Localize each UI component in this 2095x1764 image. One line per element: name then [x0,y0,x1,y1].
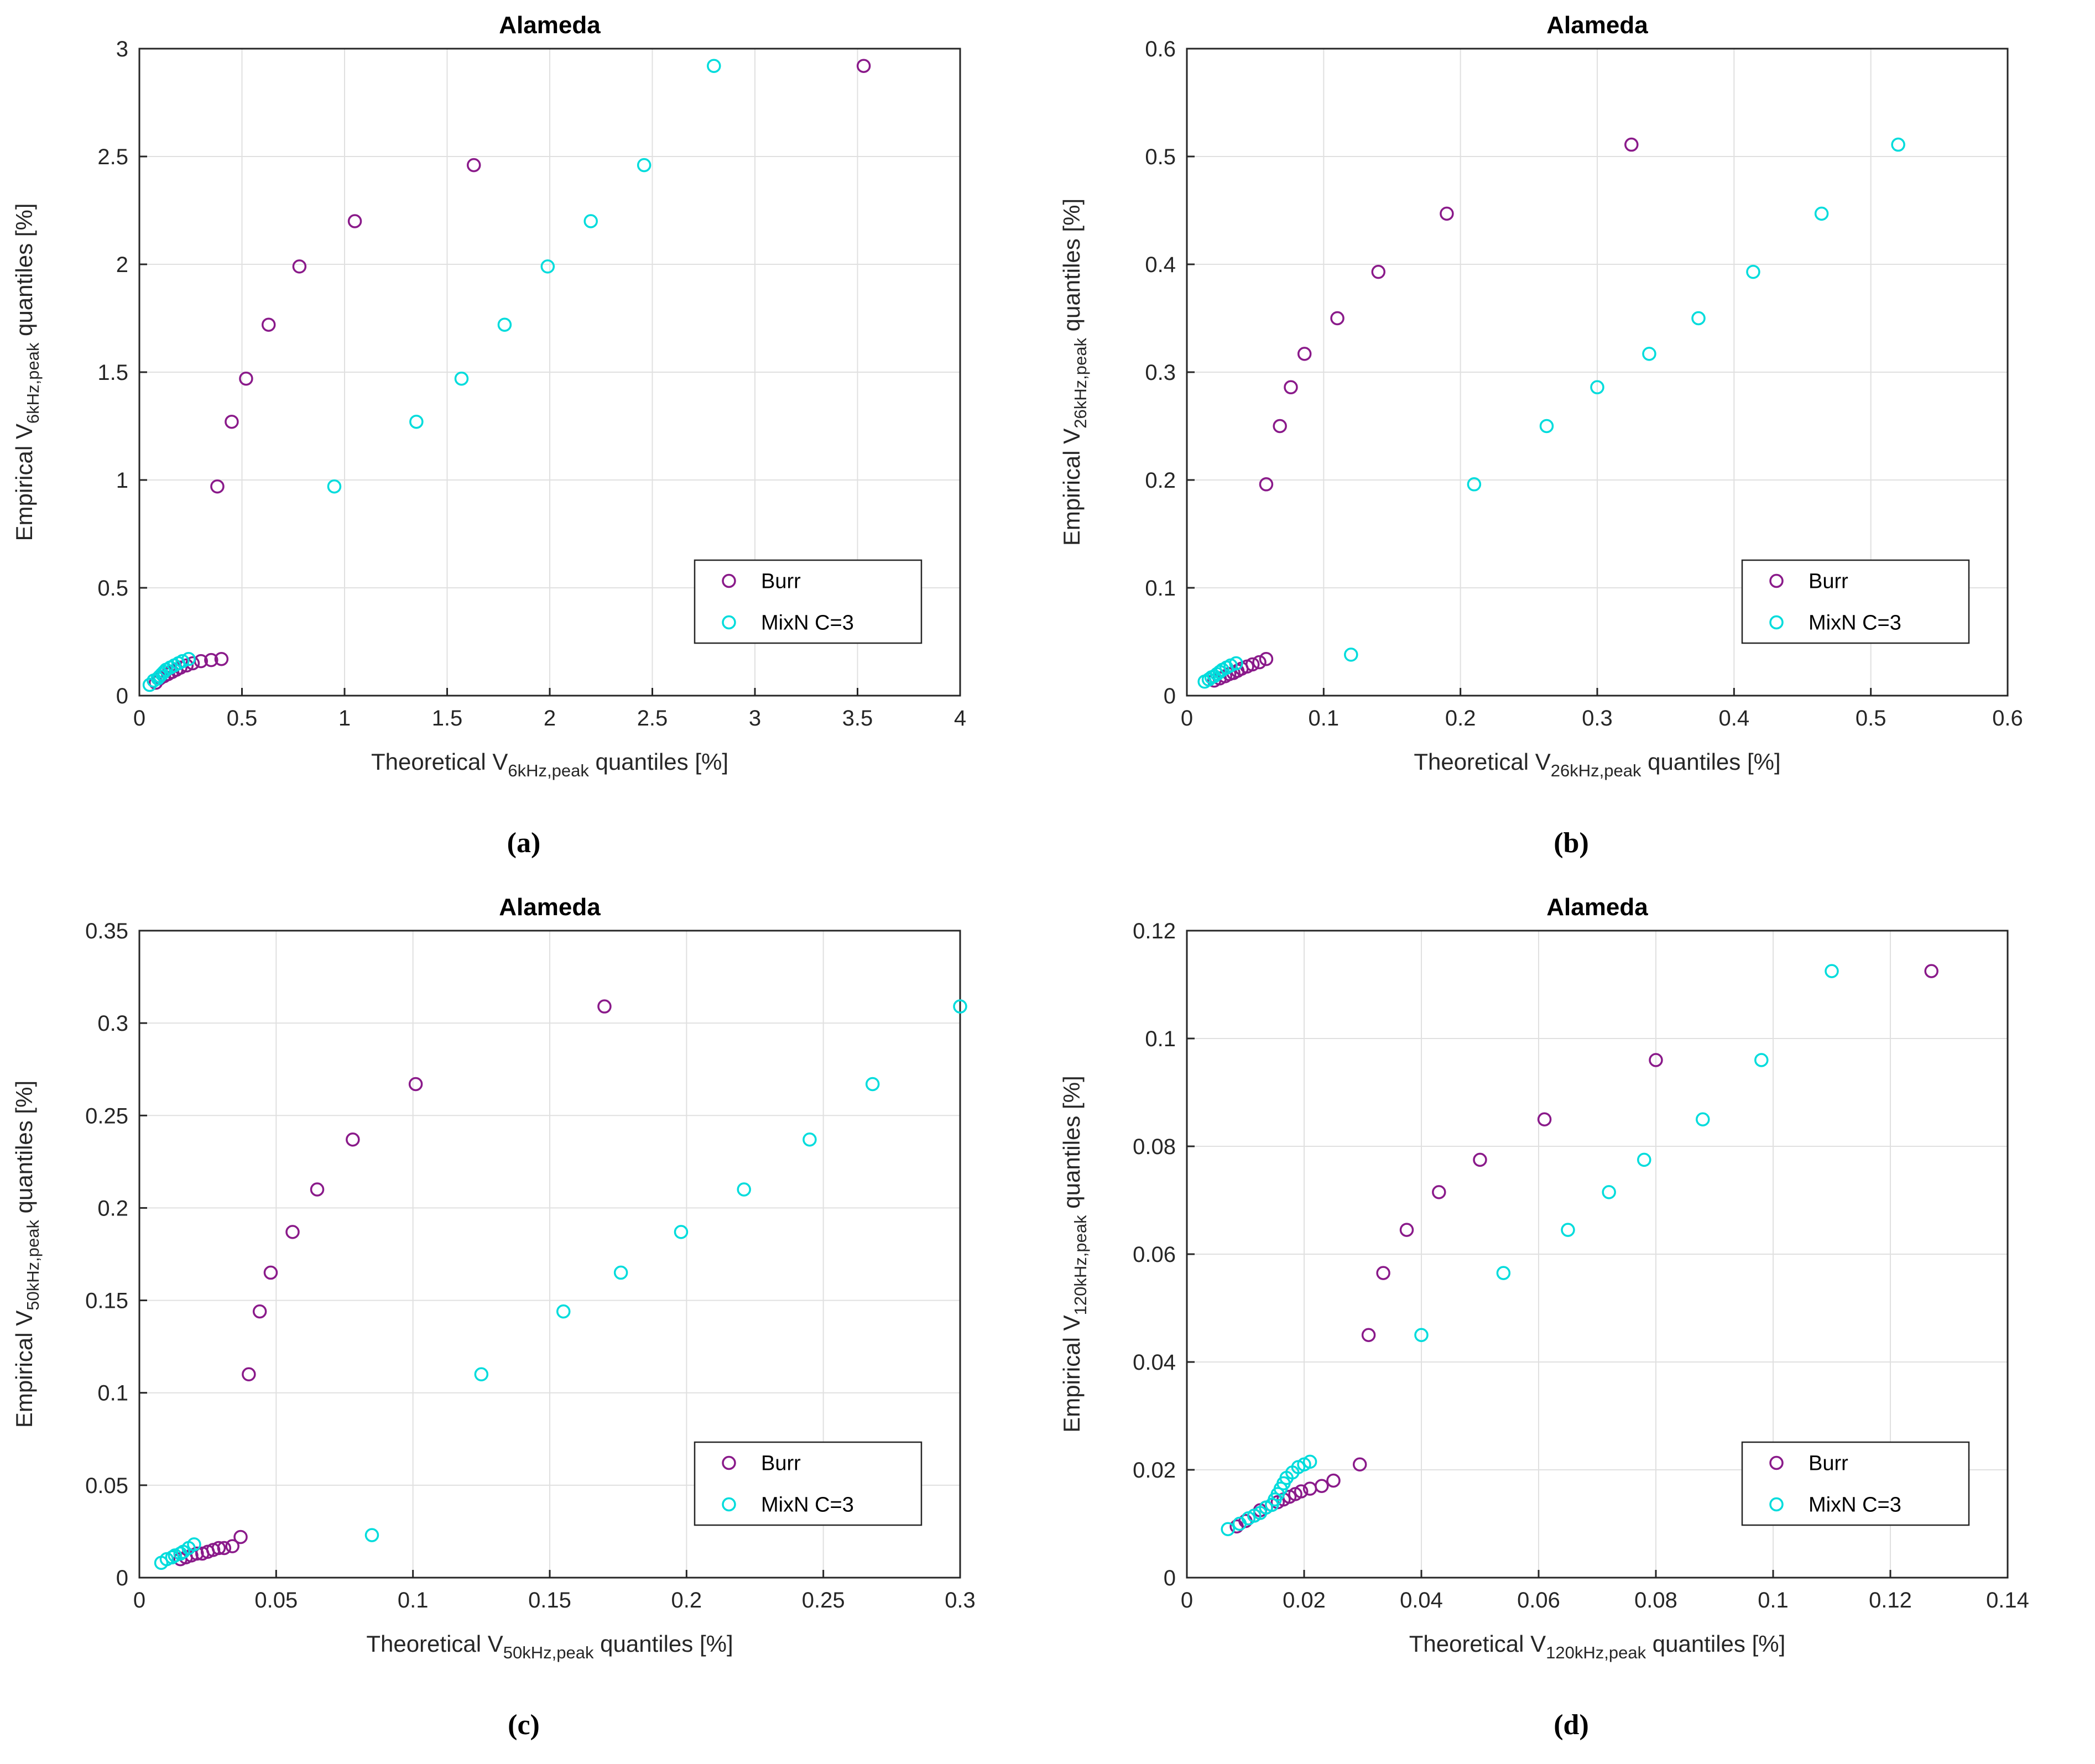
svg-text:0.02: 0.02 [1133,1458,1176,1483]
svg-text:0: 0 [116,684,128,708]
svg-text:0.5: 0.5 [1145,145,1176,169]
svg-text:0.1: 0.1 [1145,576,1176,601]
svg-text:0: 0 [133,706,145,730]
svg-text:1: 1 [116,468,128,493]
svg-text:0.3: 0.3 [1145,361,1176,385]
svg-text:Alameda: Alameda [499,894,601,921]
svg-text:0.2: 0.2 [97,1196,128,1220]
svg-text:0.25: 0.25 [802,1588,845,1612]
svg-text:Empirical V6kHz,peak quantiles: Empirical V6kHz,peak quantiles [%] [11,203,43,541]
svg-text:0.3: 0.3 [945,1588,976,1612]
svg-text:0: 0 [1164,1566,1176,1590]
svg-text:0.15: 0.15 [528,1588,571,1612]
svg-text:Empirical V50kHz,peak quantile: Empirical V50kHz,peak quantiles [%] [11,1081,43,1428]
svg-text:Alameda: Alameda [1546,12,1648,39]
svg-text:4: 4 [954,706,966,730]
svg-text:Theoretical V120kHz,peak quant: Theoretical V120kHz,peak quantiles [%] [1409,1631,1786,1662]
subfigure-label-c: (c) [508,1709,540,1741]
svg-text:0.05: 0.05 [85,1474,128,1498]
svg-text:0.2: 0.2 [1145,468,1176,493]
svg-text:0.2: 0.2 [671,1588,702,1612]
svg-text:0.1: 0.1 [1145,1027,1176,1051]
svg-text:0.06: 0.06 [1133,1243,1176,1267]
svg-text:Theoretical V50kHz,peak quanti: Theoretical V50kHz,peak quantiles [%] [366,1631,733,1662]
svg-text:2.5: 2.5 [637,706,668,730]
qq-plot-panel-a: 0 0.5 1 1.5 2 2.5 3 3.5 4 0 0.5 1 1.5 2 2.5 3 Alameda The… [0,0,1048,882]
svg-text:0.5: 0.5 [1856,706,1886,730]
svg-text:Burr: Burr [1809,570,1848,593]
svg-text:0.12: 0.12 [1133,919,1176,943]
svg-text:2.5: 2.5 [97,145,128,169]
svg-text:Burr: Burr [1809,1452,1848,1475]
svg-text:Alameda: Alameda [1546,894,1648,921]
svg-text:0.06: 0.06 [1517,1588,1560,1612]
svg-text:0: 0 [133,1588,145,1612]
svg-text:Alameda: Alameda [499,12,601,39]
svg-text:0.6: 0.6 [1145,37,1176,61]
qq-plot-panel-b: 0 0.1 0.2 0.3 0.4 0.5 0.6 0 0.1 0.2 0.3 0.4 0.5 0.6 Al… [1048,0,2095,882]
svg-text:MixN C=3: MixN C=3 [761,612,854,635]
svg-text:Theoretical V26kHz,peak quanti: Theoretical V26kHz,peak quantiles [%] [1414,749,1780,780]
qq-plot-120khz: 0 0.02 0.04 0.06 0.08 0.1 0.12 0.14 0 0.02 0.04 0.0… [1059,894,2029,1662]
svg-text:0.04: 0.04 [1400,1588,1443,1612]
qq-plot-26khz: 0 0.1 0.2 0.3 0.4 0.5 0.6 0 0.1 0.2 0.3 0.4 0.5 0.6 Al… [1059,12,2023,780]
svg-text:1.5: 1.5 [97,361,128,385]
svg-text:0.1: 0.1 [97,1381,128,1406]
svg-text:0.02: 0.02 [1283,1588,1326,1612]
svg-text:2: 2 [116,253,128,277]
qq-plot-panel-d: 0 0.02 0.04 0.06 0.08 0.1 0.12 0.14 0 0.02 0.04 0.0… [1048,882,2095,1764]
svg-text:1.5: 1.5 [432,706,463,730]
svg-text:0.15: 0.15 [85,1289,128,1313]
svg-text:0.5: 0.5 [97,576,128,601]
svg-text:0.05: 0.05 [254,1588,298,1612]
qq-plot-6khz: 0 0.5 1 1.5 2 2.5 3 3.5 4 0 0.5 1 1.5 2 2.5 3 Alameda The… [11,12,966,780]
svg-text:0: 0 [1181,1588,1193,1612]
svg-text:Burr: Burr [761,1452,801,1475]
svg-text:0: 0 [1164,684,1176,708]
svg-text:Theoretical V6kHz,peak quantil: Theoretical V6kHz,peak quantiles [%] [371,749,728,780]
svg-text:MixN C=3: MixN C=3 [1809,1494,1901,1517]
svg-text:3: 3 [749,706,761,730]
svg-text:0: 0 [1181,706,1193,730]
svg-text:Empirical V26kHz,peak quantile: Empirical V26kHz,peak quantiles [%] [1059,199,1090,546]
svg-text:0.12: 0.12 [1869,1588,1912,1612]
svg-text:0.5: 0.5 [227,706,258,730]
svg-text:0.1: 0.1 [1309,706,1340,730]
svg-text:0.14: 0.14 [1986,1588,2029,1612]
qq-plot-panel-c: 0 0.05 0.1 0.15 0.2 0.25 0.3 0 0.05 0.1 0.15 0.2 0.2… [0,882,1048,1764]
svg-text:0.08: 0.08 [1133,1135,1176,1159]
svg-text:0.08: 0.08 [1634,1588,1677,1612]
svg-text:MixN C=3: MixN C=3 [1809,612,1901,635]
svg-text:Empirical V120kHz,peak quantil: Empirical V120kHz,peak quantiles [%] [1059,1076,1090,1433]
svg-text:0: 0 [116,1566,128,1590]
svg-text:0.1: 0.1 [398,1588,429,1612]
svg-text:MixN C=3: MixN C=3 [761,1494,854,1517]
svg-text:0.2: 0.2 [1445,706,1476,730]
svg-text:1: 1 [338,706,351,730]
svg-text:0.4: 0.4 [1719,706,1750,730]
svg-text:0.3: 0.3 [97,1011,128,1036]
svg-text:3: 3 [116,37,128,61]
svg-text:3.5: 3.5 [842,706,873,730]
svg-text:0.3: 0.3 [1582,706,1613,730]
svg-text:Burr: Burr [761,570,801,593]
subfigure-label-b: (b) [1554,827,1589,859]
svg-text:0.1: 0.1 [1758,1588,1789,1612]
subfigure-label-a: (a) [507,827,541,859]
svg-text:0.25: 0.25 [85,1104,128,1128]
svg-text:0.04: 0.04 [1133,1350,1176,1375]
svg-text:0.6: 0.6 [1992,706,2023,730]
svg-text:0.4: 0.4 [1145,253,1176,277]
svg-text:0.35: 0.35 [85,919,128,943]
qq-plot-50khz: 0 0.05 0.1 0.15 0.2 0.25 0.3 0 0.05 0.1 0.15 0.2 0.2… [11,894,976,1662]
svg-text:2: 2 [544,706,556,730]
subfigure-label-d: (d) [1554,1709,1589,1741]
